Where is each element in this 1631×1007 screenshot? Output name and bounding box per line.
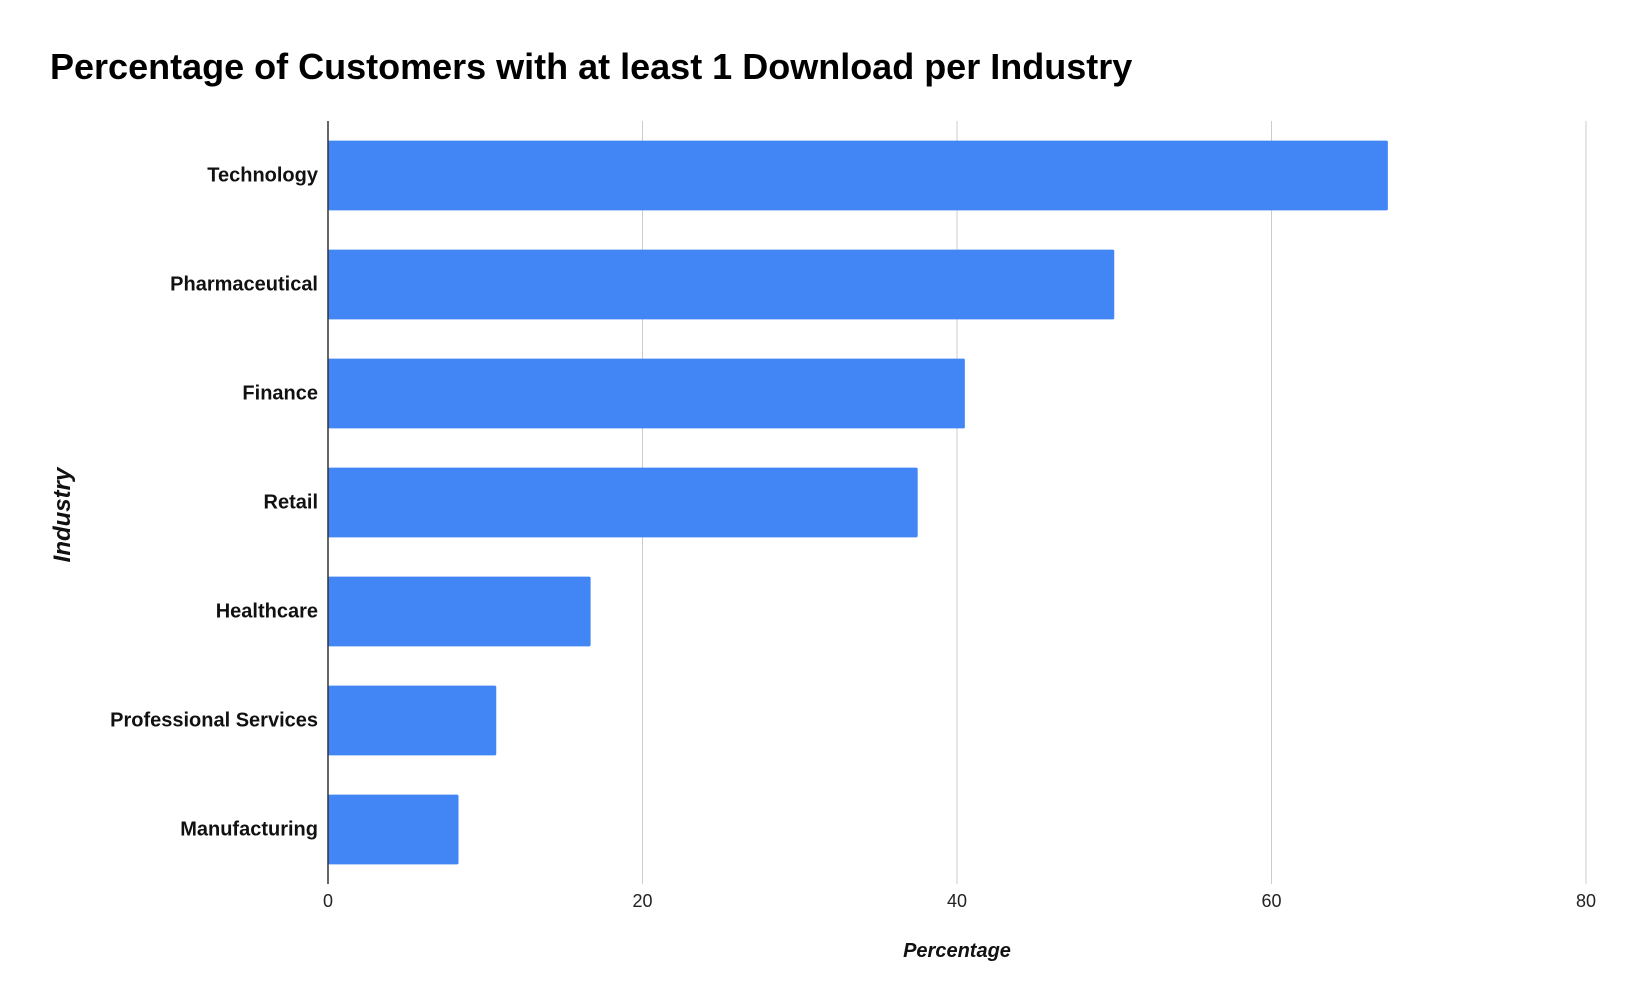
x-tick-labels: 0 20 40 60 80	[323, 891, 1596, 911]
bar	[328, 467, 918, 538]
category-label: Pharmaceutical	[170, 274, 318, 296]
bar	[328, 685, 497, 756]
y-axis-title: Industry	[49, 466, 76, 562]
category-label: Technology	[207, 165, 319, 187]
bar	[328, 576, 591, 647]
chart-title: Percentage of Customers with at least 1 …	[50, 46, 1132, 87]
x-tick-label: 0	[323, 891, 333, 911]
category-label: Professional Services	[110, 710, 318, 732]
category-label: Finance	[242, 383, 318, 405]
category-label: Manufacturing	[180, 819, 318, 841]
bar	[328, 140, 1388, 211]
bar	[328, 249, 1115, 320]
x-tick-label: 80	[1576, 891, 1596, 911]
bar	[328, 358, 965, 429]
x-tick-label: 60	[1261, 891, 1281, 911]
x-tick-label: 20	[632, 891, 652, 911]
category-labels: Technology Pharmaceutical Finance Retail Hea…	[110, 165, 319, 841]
x-axis-title: Percentage	[903, 940, 1011, 962]
category-label: Healthcare	[216, 601, 318, 623]
x-tick-label: 40	[947, 891, 967, 911]
bars	[328, 140, 1388, 865]
category-label: Retail	[264, 492, 318, 514]
bar	[328, 794, 459, 865]
